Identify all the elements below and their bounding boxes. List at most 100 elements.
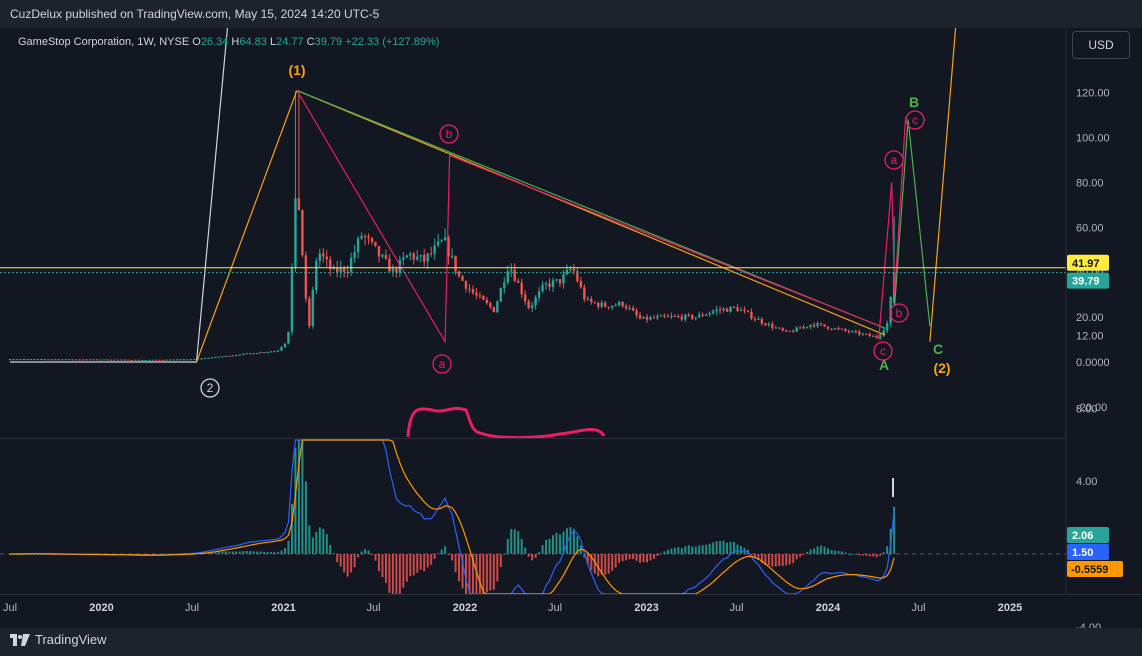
candle-body [123, 359, 127, 361]
candle-body [374, 241, 377, 246]
candle-body [649, 317, 652, 320]
candle [844, 328, 847, 333]
candle-body [631, 307, 635, 311]
candle-body [238, 354, 241, 356]
candle-body [711, 311, 715, 314]
candle-body [774, 327, 777, 329]
wave-label-c-top-circle [905, 110, 925, 130]
macd-histogram-bar [705, 544, 708, 554]
candle [88, 359, 92, 361]
candle [374, 241, 377, 248]
wave-label-2-text: 2 [207, 381, 214, 395]
candle [677, 314, 680, 318]
tradingview-logo-icon [10, 633, 30, 646]
candle-body [809, 324, 812, 327]
time-tick-label: Jul [185, 602, 199, 614]
candle [231, 355, 234, 357]
candle [503, 277, 506, 294]
candle [235, 354, 238, 357]
wave-line-pink-abc [878, 117, 907, 340]
candle-body [680, 316, 684, 320]
candle-body [141, 359, 144, 361]
time-tick-label: Jul [911, 602, 925, 614]
candle [182, 359, 186, 361]
macd-histogram-bar [708, 543, 711, 554]
macd-histogram-bar [311, 537, 314, 554]
candle [154, 359, 158, 361]
macd-histogram-bar [471, 554, 474, 594]
macd-histogram-bar [475, 554, 478, 594]
candle [409, 251, 412, 261]
close-label: C [306, 36, 315, 48]
header-bar: CuzDelux published on TradingView.com, M… [0, 0, 1142, 28]
candle-body [409, 253, 412, 256]
macd-histogram-bar [238, 551, 241, 554]
macd-histogram-bar [531, 554, 534, 561]
candle-body [245, 353, 248, 355]
candle [85, 359, 88, 361]
candle-body [478, 295, 482, 297]
candle [583, 284, 586, 303]
candle-body [71, 359, 74, 361]
macd-tick-label: 8.00 [1076, 403, 1097, 415]
candle-body [499, 288, 503, 302]
candle [739, 306, 743, 311]
time-tick-label: 2022 [453, 602, 477, 614]
candle-body [805, 326, 809, 328]
macd-histogram-bar [722, 540, 725, 554]
candle-body [315, 260, 318, 291]
candle [670, 312, 673, 320]
candle [388, 254, 391, 272]
macd-histogram-bar [726, 542, 729, 554]
macd-histogram-bar [214, 551, 217, 554]
candle-body [562, 274, 565, 284]
candle [412, 251, 415, 265]
macd-histogram-bar [405, 554, 408, 582]
macd-histogram-bar [419, 554, 422, 570]
candle [172, 359, 175, 361]
candle [363, 233, 367, 246]
candle [597, 301, 600, 310]
candle [189, 359, 193, 361]
macd-histogram-bar [684, 546, 687, 554]
candle [144, 359, 147, 361]
candle-body [228, 355, 231, 357]
macd-tick-label: 4.00 [1076, 476, 1097, 488]
candle [461, 274, 464, 282]
candle [725, 307, 729, 312]
candle [757, 316, 760, 321]
candle-body [419, 255, 422, 257]
price-tick-label: 20.00 [1076, 312, 1104, 324]
symbol-legend: GameStop Corporation, 1W, NYSE O26.34 H6… [18, 36, 439, 48]
macd-histogram-bar [224, 551, 227, 554]
candle [569, 265, 572, 273]
candle [774, 325, 777, 329]
candle [523, 290, 527, 306]
candle-body [704, 314, 708, 316]
candle-body [875, 335, 878, 338]
macd-histogram-bar [632, 554, 635, 560]
candle-body [652, 317, 656, 319]
macd-histogram-bar [451, 554, 454, 561]
macd-histogram-bar [736, 544, 739, 554]
candle [130, 359, 134, 361]
candle [109, 359, 113, 361]
tradingview-logo[interactable]: TradingView [10, 632, 107, 647]
chart-area[interactable]: 120.00100.0080.0060.0040.0020.000.0000-2… [0, 28, 1142, 628]
candle [882, 327, 885, 337]
candle [402, 252, 405, 266]
candle-body [485, 299, 489, 304]
candle [649, 315, 652, 321]
candle [760, 317, 764, 326]
macd-histogram-bar [339, 554, 342, 567]
macd-histogram-bar [656, 554, 659, 557]
candle-body [847, 330, 851, 332]
macd-tag-macd: 1.50 [1067, 544, 1109, 560]
currency-button[interactable]: USD [1072, 31, 1130, 59]
candle-body [558, 279, 562, 284]
candle [179, 359, 182, 361]
candle-body [342, 267, 346, 272]
macd-histogram-bar [868, 554, 871, 557]
macd-histogram-bar [294, 447, 297, 554]
candle [816, 321, 819, 329]
